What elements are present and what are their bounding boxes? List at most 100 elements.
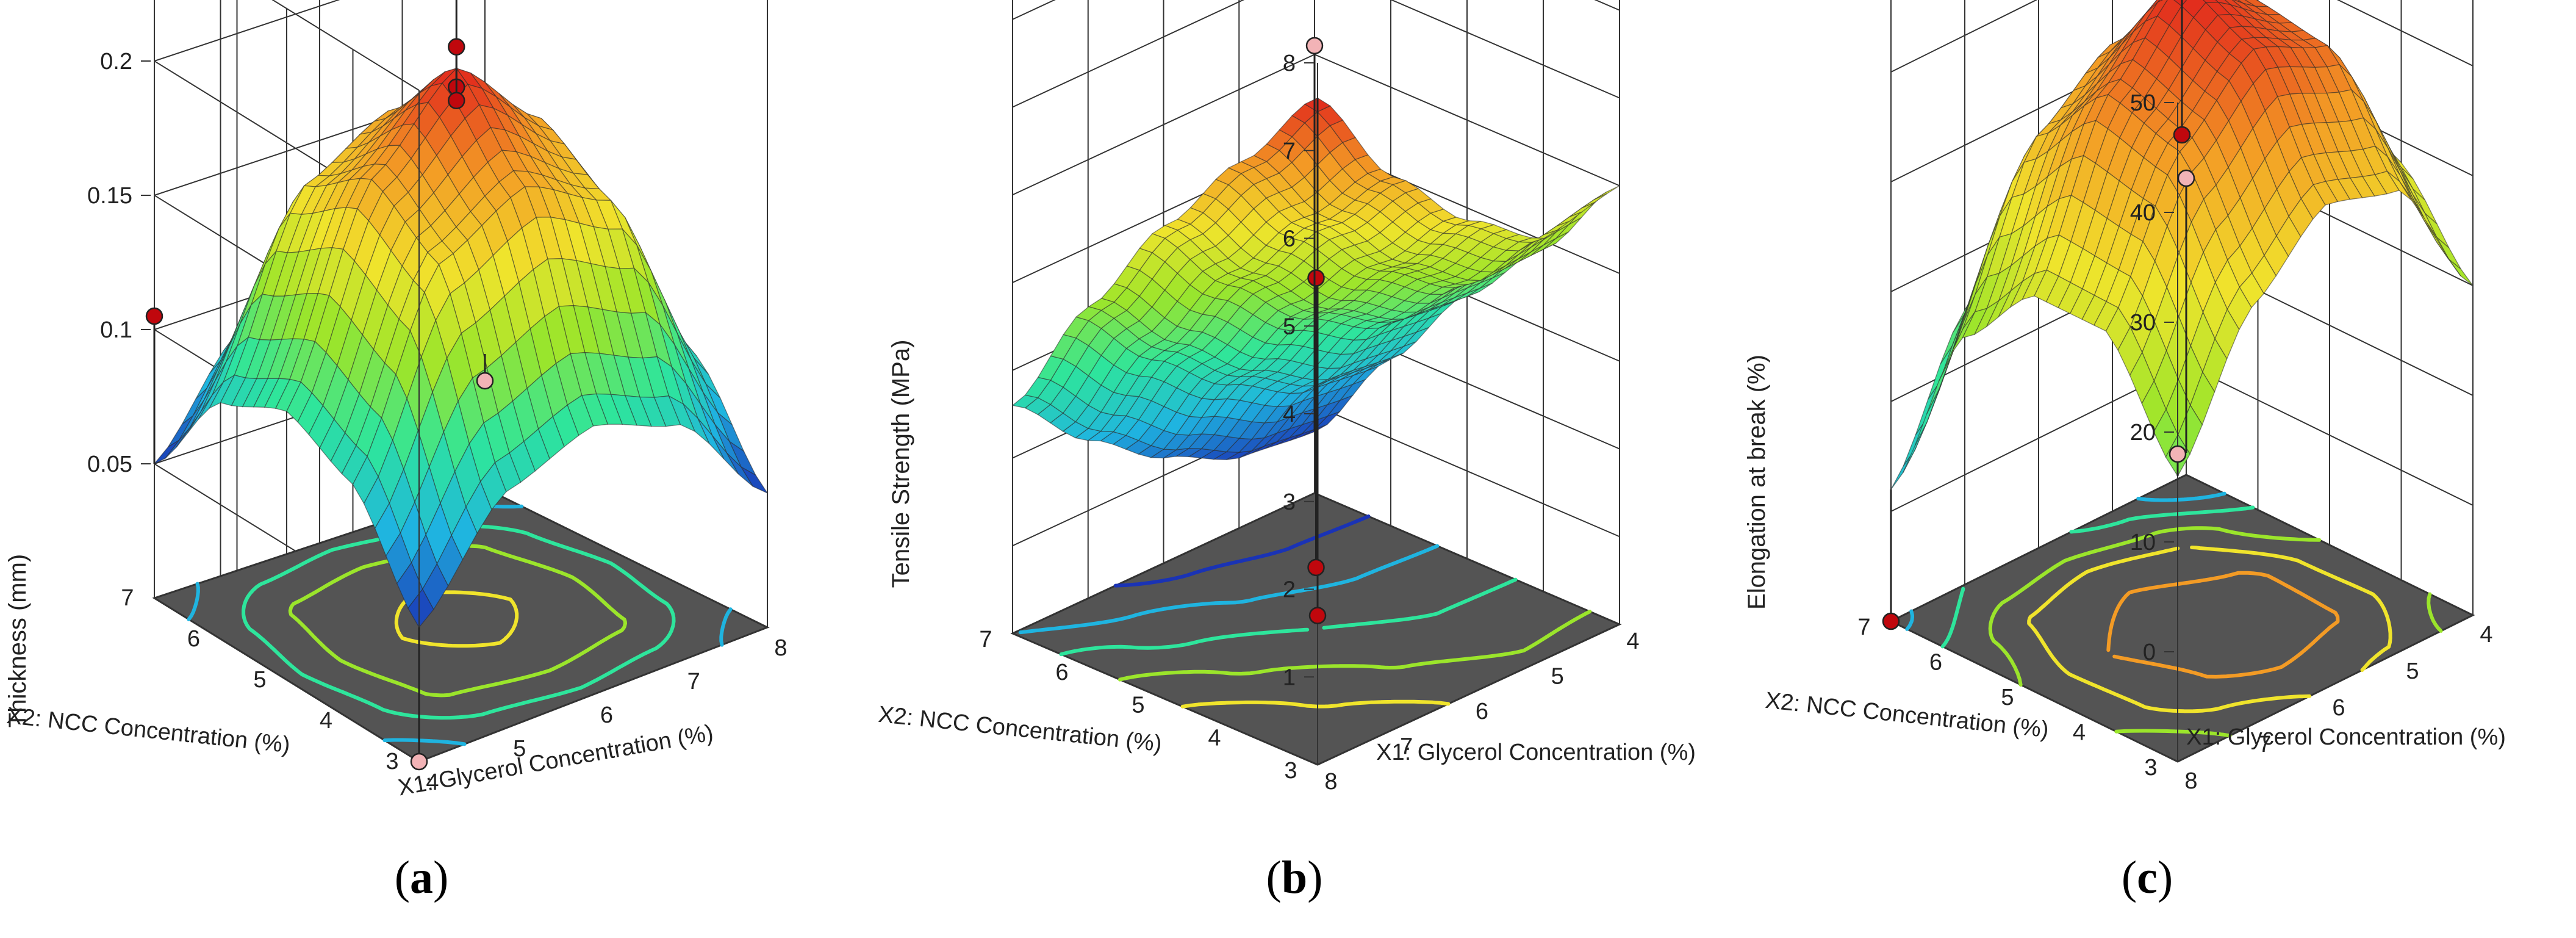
panel-b-x-tick-label: 8 — [1324, 769, 1337, 795]
panel-c-contours — [1905, 491, 2443, 738]
panel-a-y-tick-label: 5 — [253, 667, 266, 693]
panel-c-z-tick-label: 30 — [2130, 310, 2156, 336]
panel-b-design-point-3 — [1305, 37, 1324, 55]
panel-b-side-wall-grid — [1390, 0, 1620, 99]
panel-b-x-tick-label: 6 — [1476, 699, 1488, 724]
panel-c-floor-plane — [1889, 474, 2475, 763]
panel-b-y-tick-label: 6 — [1055, 660, 1068, 685]
panel-b-y-tick-label: 5 — [1132, 693, 1144, 718]
panel-c-contour-line-3 — [2027, 546, 2392, 713]
panel-c-side-wall-grid — [2186, 364, 2474, 506]
panel-c-z-tick-label: 20 — [2130, 420, 2156, 446]
panel-a-z-tick-label: 0.1 — [100, 317, 132, 343]
panel-a-back-wall-grid — [154, 0, 340, 62]
panel-a-y-tick-label: 4 — [320, 708, 332, 734]
panel-c-x-tick-label: 4 — [2480, 622, 2492, 648]
panel-b-z-tick-label: 3 — [1283, 489, 1296, 515]
panel-c-design-point-0 — [2169, 445, 2187, 463]
panel-b-z-tick-label: 2 — [1283, 577, 1296, 603]
panel-c-design-point-3 — [2177, 169, 2195, 187]
panel-c-caption: (c) — [2121, 852, 2173, 903]
panel-a-contour-line-2 — [288, 544, 627, 698]
panel-b-y-tick-label: 4 — [1208, 725, 1221, 751]
panel-c-contour-line-1 — [1940, 505, 2255, 649]
panel-a-design-point-2 — [448, 38, 465, 56]
panel-b-z-axis-title: Tensile Strength (MPa) — [888, 340, 914, 588]
panel-b-design-point-0 — [1308, 607, 1327, 624]
panel-c-x-axis-title: X1: Glycerol Concentration (%) — [2186, 724, 2506, 750]
panel-b-x-tick-label: 5 — [1551, 664, 1564, 690]
panel-b-x-axis-title: X1: Glycerol Concentration (%) — [1376, 740, 1696, 765]
panel-b-z-tick-label: 4 — [1283, 402, 1296, 427]
panel-b-z-tick-label: 1 — [1283, 665, 1296, 690]
panel-b-z-tick-label: 7 — [1283, 139, 1296, 164]
panel-c-surface-cell — [2436, 237, 2461, 270]
panel-b-contour-line-1 — [1018, 544, 1440, 635]
panel-a-x-tick-label: 8 — [774, 635, 787, 661]
panel-c-design-point-2 — [1882, 612, 1900, 630]
panel-b-x-tick-label: 4 — [1626, 629, 1639, 654]
panel-b-back-wall-grid — [1012, 54, 1315, 196]
panel-b-design-point-2 — [1307, 558, 1325, 577]
panel-b-z-tick-label: 8 — [1283, 51, 1296, 76]
panel-a-y-tick-label: 6 — [187, 626, 200, 652]
panel-a-design-point-4 — [448, 92, 465, 110]
panel-b-contour-line-2 — [1059, 577, 1518, 657]
panel-b-contour-line-3 — [1118, 610, 1592, 682]
panel-b-y-tick-label: 3 — [1284, 758, 1297, 784]
panel-b-floor-plane — [1010, 492, 1622, 766]
panel-b-z-tick-label: 5 — [1283, 314, 1296, 339]
panel-a-contour-line-1 — [242, 524, 676, 720]
panel-a-design-point-5 — [410, 752, 428, 771]
panel-a-y-axis-title: X2: NCC Concentration (%) — [5, 703, 292, 759]
panel-a-y-tick-label: 3 — [386, 749, 398, 774]
panel-c-z-tick-label: 40 — [2130, 200, 2156, 226]
panel-a-thickness-surface: 0.050.10.150.20.254567834567Thickness (m… — [4, 0, 788, 801]
panel-c-y-tick-label: 7 — [1857, 615, 1870, 640]
panel-b-design-point-1 — [1307, 269, 1325, 287]
panel-b-z-tick-label: 6 — [1283, 226, 1296, 252]
panel-a-y-tick-label: 7 — [121, 585, 134, 611]
panel-a-response-surface — [154, 67, 769, 629]
panel-a-caption: (a) — [394, 852, 449, 903]
panel-a-design-point-6 — [476, 372, 494, 390]
panel-a-surface-cell — [407, 588, 434, 629]
panel-a-z-tick-label: 0.05 — [87, 452, 132, 477]
panel-c-design-point-1 — [2173, 126, 2191, 144]
panel-c-z-tick-label: 50 — [2130, 90, 2156, 116]
panel-c-y-tick-label: 3 — [2144, 755, 2157, 781]
panel-c-y-tick-label: 4 — [2073, 720, 2086, 746]
panel-b-contour-line-0 — [1113, 514, 1371, 588]
panel-c-surface-cell — [2173, 0, 2187, 7]
panel-c-x-tick-label: 7 — [2258, 732, 2271, 757]
panel-c-x-tick-label: 6 — [2332, 695, 2345, 721]
panel-a-x-tick-label: 7 — [687, 669, 700, 694]
panel-a-side-wall-grid — [271, 0, 420, 91]
panel-a-x-tick-label: 5 — [513, 736, 526, 762]
panel-a-z-tick-label: 0.2 — [100, 49, 132, 74]
panel-a-x-tick-label: 6 — [600, 702, 613, 728]
panel-c-side-wall-grid — [2337, 0, 2474, 67]
panel-c-z-tick-label: 0 — [2143, 640, 2156, 665]
panel-b-y-tick-label: 7 — [979, 627, 992, 652]
panel-b-surface-cell — [1568, 203, 1595, 225]
panel-b-side-wall-grid — [1314, 54, 1620, 187]
panel-b-back-wall-grid — [1012, 0, 1245, 108]
panel-b-contour-line-4 — [1180, 699, 1451, 709]
panel-b-tensile-strength-surface: 1 2 3 4 5 6 7 8 4 5 6 7 8 3 4 5 6 7 Tensile Strength (MPa)… — [877, 0, 1696, 795]
panel-c-contour-line-4 — [2106, 571, 2340, 679]
panel-c-elongation-surface: 0 10 20 30 40 50 4 5 6 7 8 3 4 5 6 7 Elongation at break… — [1743, 0, 2506, 794]
panel-a-z-axis-title: Thickness (mm) — [4, 554, 31, 727]
panel-b-caption: (b) — [1266, 852, 1323, 903]
panel-c-surface-cell — [1926, 356, 1952, 414]
panel-c-y-tick-label: 6 — [1929, 650, 1942, 676]
panel-c-response-surface — [1890, 0, 2474, 490]
panel-c-surface-cell — [1914, 389, 1940, 446]
panel-c-contour-line-0 — [1905, 491, 2226, 631]
panel-b-y-axis-title: X2: NCC Concentration (%) — [877, 702, 1163, 757]
panel-a-x-tick-label: 4 — [426, 770, 439, 795]
panel-b-side-wall-grid — [1314, 405, 1620, 538]
panel-c-x-tick-label: 8 — [2184, 768, 2197, 794]
panel-c-y-tick-label: 5 — [2001, 685, 2014, 710]
